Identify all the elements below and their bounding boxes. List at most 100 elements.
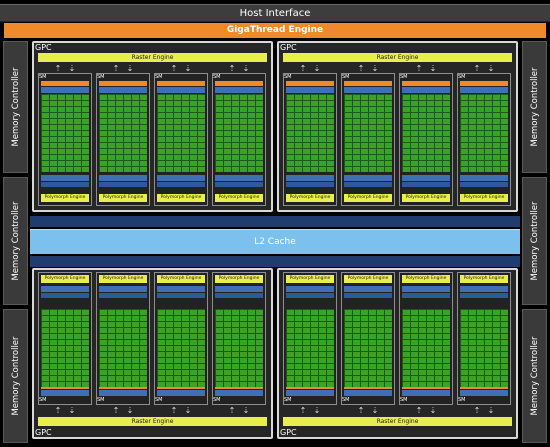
shared-memory xyxy=(286,175,334,181)
arrow-up-icon: ⇡ xyxy=(112,64,120,73)
cuda-core-grid xyxy=(157,309,205,387)
sm-label: SM xyxy=(342,397,350,403)
sm-label: SM xyxy=(400,74,408,80)
memory-controller-label: Memory Controller xyxy=(10,67,21,147)
sm-label: SM xyxy=(400,397,408,403)
sm-label: SM xyxy=(284,397,292,403)
cuda-core-grid xyxy=(344,94,392,172)
cuda-core-grid xyxy=(41,94,89,172)
shared-memory xyxy=(41,286,89,292)
memory-controller-right-top: Memory Controller xyxy=(522,41,547,173)
texture-cache xyxy=(402,293,450,298)
arrow-up-icon: ⇡ xyxy=(357,406,365,415)
texture-cache xyxy=(41,293,89,298)
cuda-core-grid xyxy=(460,94,508,172)
sm-label: SM xyxy=(97,74,105,80)
warp-scheduler xyxy=(344,390,392,396)
memory-controller-left-top: Memory Controller xyxy=(3,41,28,173)
sm-label: SM xyxy=(39,397,47,403)
memory-controller-label: Memory Controller xyxy=(529,201,540,281)
memory-controller-left-middle: Memory Controller xyxy=(3,177,28,305)
raster-engine: Raster Engine xyxy=(38,417,267,426)
instruction-cache xyxy=(99,81,147,86)
arrow-up-icon: ⇡ xyxy=(170,406,178,415)
raster-engine: Raster Engine xyxy=(38,53,267,62)
sm-label: SM xyxy=(213,397,221,403)
polymorph-engine: Polymorph Engine xyxy=(41,275,89,283)
shared-memory xyxy=(460,286,508,292)
polymorph-engine: Polymorph Engine xyxy=(215,194,263,202)
arrow-down-icon: ⇣ xyxy=(242,64,250,73)
shared-memory xyxy=(344,175,392,181)
l2-cache: L2 Cache xyxy=(30,229,520,254)
texture-cache xyxy=(344,293,392,298)
warp-scheduler xyxy=(157,87,205,93)
arrow-up-icon: ⇡ xyxy=(112,406,120,415)
memory-controller-label: Memory Controller xyxy=(10,336,21,416)
texture-cache xyxy=(215,293,263,298)
arrow-down-icon: ⇣ xyxy=(429,64,437,73)
arrow-up-icon: ⇡ xyxy=(228,64,236,73)
warp-scheduler xyxy=(286,87,334,93)
polymorph-engine: Polymorph Engine xyxy=(286,194,334,202)
polymorph-engine: Polymorph Engine xyxy=(215,275,263,283)
warp-scheduler xyxy=(41,87,89,93)
arrow-up-icon: ⇡ xyxy=(357,64,365,73)
arrow-down-icon: ⇣ xyxy=(68,64,76,73)
texture-cache xyxy=(460,293,508,298)
memory-controller-right-bottom: Memory Controller xyxy=(522,309,547,443)
l2-bus-bottom xyxy=(30,256,520,267)
cuda-core-grid xyxy=(215,309,263,387)
arrow-down-icon: ⇣ xyxy=(487,406,495,415)
instruction-cache xyxy=(41,81,89,86)
arrow-down-icon: ⇣ xyxy=(371,64,379,73)
arrow-down-icon: ⇣ xyxy=(126,64,134,73)
warp-scheduler xyxy=(157,390,205,396)
shared-memory xyxy=(215,286,263,292)
polymorph-engine: Polymorph Engine xyxy=(402,194,450,202)
polymorph-engine: Polymorph Engine xyxy=(99,275,147,283)
texture-cache xyxy=(460,182,508,187)
arrow-down-icon: ⇣ xyxy=(371,406,379,415)
instruction-cache xyxy=(215,81,263,86)
warp-scheduler xyxy=(402,87,450,93)
arrow-up-icon: ⇡ xyxy=(54,406,62,415)
arrow-down-icon: ⇣ xyxy=(68,406,76,415)
gpc-label: GPC xyxy=(280,43,297,52)
gpc-label: GPC xyxy=(35,428,52,437)
warp-scheduler xyxy=(215,87,263,93)
host-interface: Host Interface xyxy=(0,4,550,22)
sm-label: SM xyxy=(284,74,292,80)
arrow-up-icon: ⇡ xyxy=(54,64,62,73)
shared-memory xyxy=(402,286,450,292)
cuda-core-grid xyxy=(99,94,147,172)
instruction-cache xyxy=(344,81,392,86)
memory-controller-label: Memory Controller xyxy=(10,201,21,281)
texture-cache xyxy=(157,293,205,298)
polymorph-engine: Polymorph Engine xyxy=(157,194,205,202)
texture-cache xyxy=(99,293,147,298)
arrow-down-icon: ⇣ xyxy=(487,64,495,73)
shared-memory xyxy=(41,175,89,181)
gpc-label: GPC xyxy=(280,428,297,437)
cuda-core-grid xyxy=(286,309,334,387)
sm-label: SM xyxy=(458,397,466,403)
shared-memory xyxy=(286,286,334,292)
cuda-core-grid xyxy=(344,309,392,387)
polymorph-engine: Polymorph Engine xyxy=(157,275,205,283)
cuda-core-grid xyxy=(99,309,147,387)
cuda-core-grid xyxy=(402,309,450,387)
polymorph-engine: Polymorph Engine xyxy=(344,275,392,283)
polymorph-engine: Polymorph Engine xyxy=(286,275,334,283)
shared-memory xyxy=(157,175,205,181)
shared-memory xyxy=(157,286,205,292)
warp-scheduler xyxy=(99,390,147,396)
memory-controller-left-bottom: Memory Controller xyxy=(3,309,28,443)
raster-engine: Raster Engine xyxy=(283,417,512,426)
arrow-up-icon: ⇡ xyxy=(170,64,178,73)
arrow-up-icon: ⇡ xyxy=(415,406,423,415)
raster-engine: Raster Engine xyxy=(283,53,512,62)
cuda-core-grid xyxy=(286,94,334,172)
arrow-up-icon: ⇡ xyxy=(473,64,481,73)
sm-label: SM xyxy=(39,74,47,80)
